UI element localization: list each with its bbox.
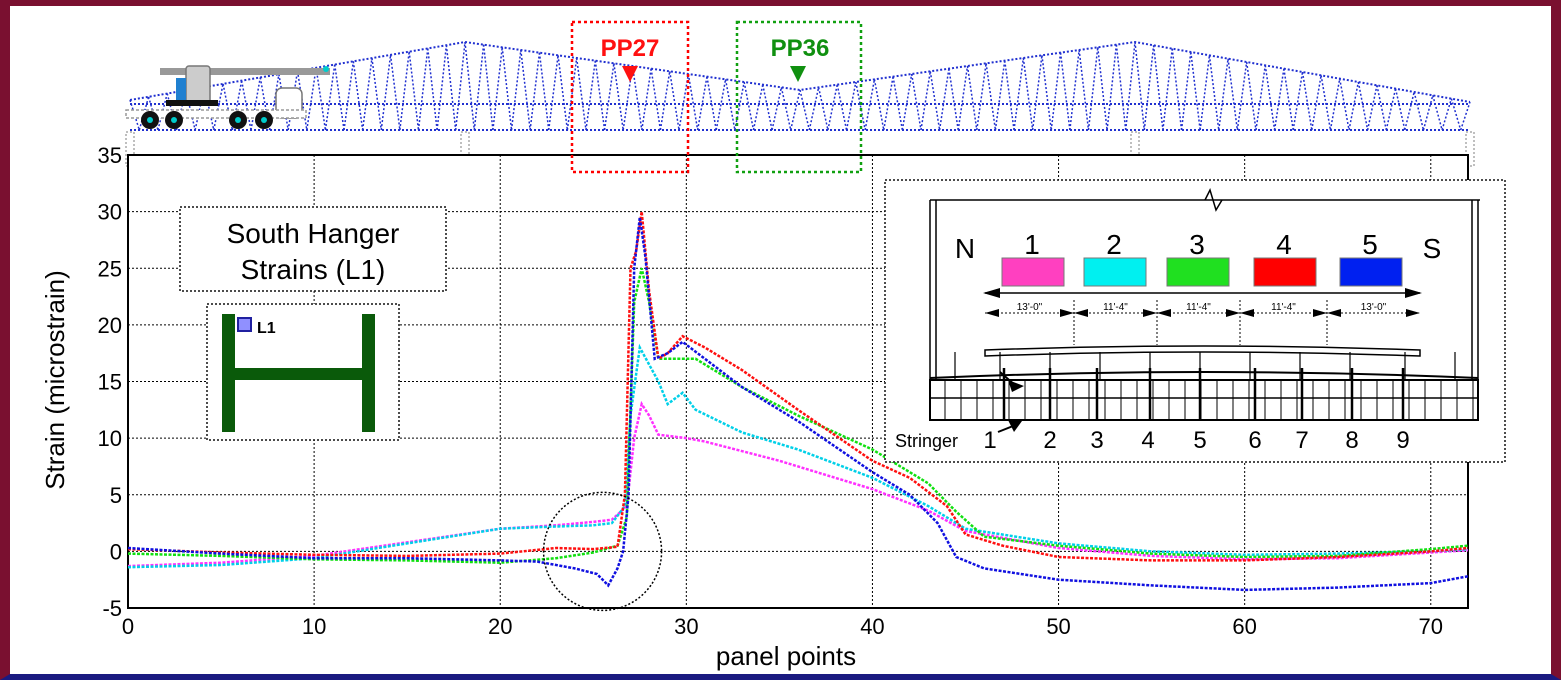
lane-layout-inset: N S 1 2 3 4 5 13'-0" 11'-4" 11'-4" 11'-4" 13'-0" Str… bbox=[884, 179, 1506, 463]
chart-title-line2: Strains (L1) bbox=[241, 254, 386, 285]
gauge-label: L1 bbox=[257, 320, 276, 337]
y-axis-label: Strain (microstrain) bbox=[40, 270, 70, 490]
stringer-number-label: 3 bbox=[1090, 427, 1103, 454]
stringer-number-label: 7 bbox=[1295, 427, 1308, 454]
stringer-number-label: 6 bbox=[1248, 427, 1261, 454]
pp27-arrow bbox=[622, 66, 638, 82]
x-tick-label: 0 bbox=[122, 614, 134, 639]
lane-patch bbox=[1083, 257, 1147, 287]
x-tick-label: 40 bbox=[860, 614, 884, 639]
series-line-cyan bbox=[127, 343, 1469, 569]
lane-number-label: 3 bbox=[1189, 229, 1205, 260]
series-line-green bbox=[127, 268, 1469, 564]
pp36-box bbox=[735, 20, 863, 174]
x-tick-label: 70 bbox=[1419, 614, 1443, 639]
gauge-marker-icon bbox=[237, 317, 252, 332]
y-tick-label: 35 bbox=[98, 143, 122, 168]
lane-patch bbox=[1166, 257, 1230, 287]
lane-spacing-label: 13'-0" bbox=[1361, 302, 1387, 313]
stringer-number-label: 9 bbox=[1396, 427, 1409, 454]
lane-patch bbox=[1001, 257, 1065, 287]
series-line-blue bbox=[127, 217, 1469, 592]
south-label: S bbox=[1423, 233, 1442, 264]
title-box bbox=[179, 206, 447, 292]
pp36-arrow bbox=[790, 66, 806, 82]
x-tick-label: 30 bbox=[674, 614, 698, 639]
y-tick-label: 10 bbox=[98, 426, 122, 451]
lane-spacing-label: 11'-4" bbox=[1103, 302, 1128, 313]
y-tick-label: -5 bbox=[102, 596, 122, 621]
x-axis-label: panel points bbox=[716, 641, 856, 671]
y-tick-label: 5 bbox=[110, 483, 122, 508]
lane-patch bbox=[1253, 257, 1317, 287]
stringer-number-label: 4 bbox=[1141, 427, 1154, 454]
x-tick-label: 10 bbox=[302, 614, 326, 639]
lane-spacing-label: 13'-0" bbox=[1017, 302, 1043, 313]
y-tick-label: 25 bbox=[98, 256, 122, 281]
y-tick-label: 15 bbox=[98, 370, 122, 395]
north-label: N bbox=[955, 233, 975, 264]
lane-number-label: 5 bbox=[1362, 229, 1378, 260]
pp27-box bbox=[570, 20, 690, 174]
lane-number-label: 4 bbox=[1276, 229, 1292, 260]
stringer-number-label: 8 bbox=[1345, 427, 1358, 454]
stringer-label: Stringer bbox=[895, 431, 958, 451]
x-tick-label: 60 bbox=[1232, 614, 1256, 639]
truck-icon bbox=[125, 65, 330, 129]
stringer-number-label: 5 bbox=[1193, 427, 1206, 454]
x-tick-label: 20 bbox=[488, 614, 512, 639]
y-tick-label: 20 bbox=[98, 313, 122, 338]
pp36-label: PP36 bbox=[771, 35, 830, 62]
stringer-number-label: 2 bbox=[1043, 427, 1056, 454]
dip-highlight-circle bbox=[542, 491, 663, 612]
lane-patch bbox=[1339, 257, 1403, 287]
pp27-label: PP27 bbox=[601, 35, 660, 62]
lane-number-label: 2 bbox=[1106, 229, 1122, 260]
y-tick-label: 0 bbox=[110, 539, 122, 564]
hanger-section-inset: L1 bbox=[206, 303, 400, 441]
series-line-red bbox=[127, 211, 1469, 562]
lane-number-label: 1 bbox=[1024, 229, 1040, 260]
lane-spacing-label: 11'-4" bbox=[1271, 302, 1296, 313]
chart-title-line1: South Hanger bbox=[227, 218, 400, 249]
stringer-number-label: 1 bbox=[983, 427, 996, 454]
y-tick-label: 30 bbox=[98, 200, 122, 225]
x-tick-label: 50 bbox=[1046, 614, 1070, 639]
bridge-elevation bbox=[125, 40, 1475, 167]
lane-spacing-label: 11'-4" bbox=[1186, 302, 1211, 313]
